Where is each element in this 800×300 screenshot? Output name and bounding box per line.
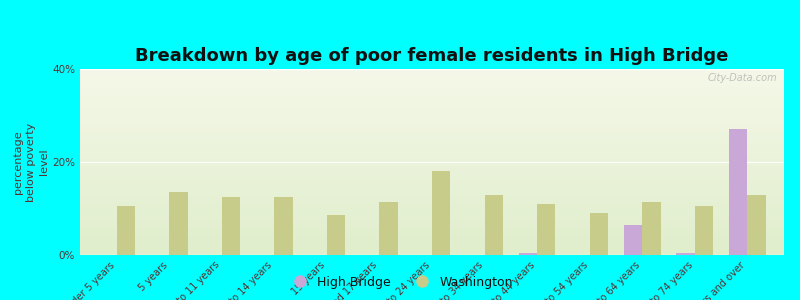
Bar [117, 206, 135, 255]
Bar [590, 213, 608, 255]
Y-axis label: percentage
below poverty
level: percentage below poverty level [13, 122, 50, 202]
Bar [170, 192, 188, 255]
Text: City-Data.com: City-Data.com [707, 73, 777, 83]
Bar [642, 202, 661, 255]
Bar [624, 225, 642, 255]
Bar [518, 253, 537, 255]
Bar [222, 197, 240, 255]
Bar [537, 204, 555, 255]
Legend: High Bridge, Washington: High Bridge, Washington [282, 271, 518, 294]
Title: Breakdown by age of poor female residents in High Bridge: Breakdown by age of poor female resident… [135, 47, 729, 65]
Bar [694, 206, 713, 255]
Bar [485, 194, 503, 255]
Bar [327, 215, 346, 255]
Bar [274, 197, 293, 255]
Bar [729, 129, 747, 255]
Bar [379, 202, 398, 255]
Bar [676, 253, 694, 255]
Bar [432, 171, 450, 255]
Bar [747, 194, 766, 255]
